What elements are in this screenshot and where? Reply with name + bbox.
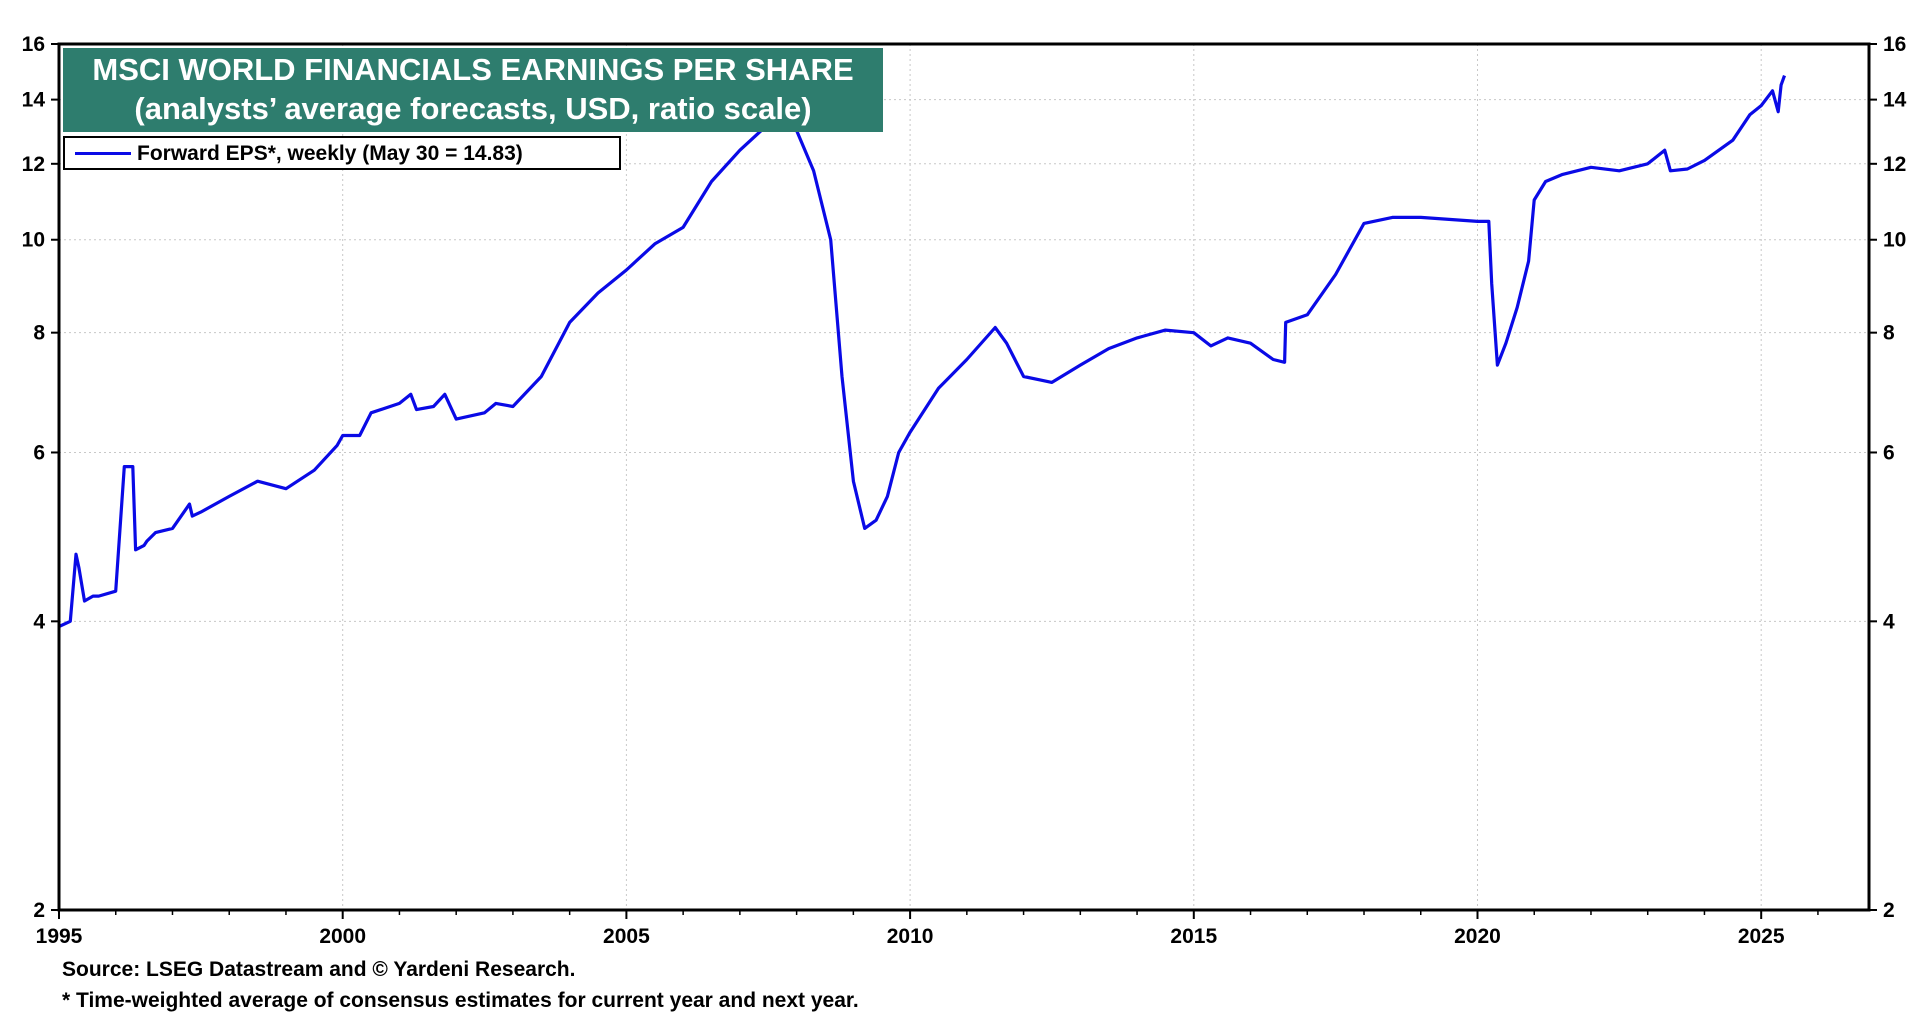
x-tick-label: 2020 — [1454, 925, 1501, 948]
axis-ticks — [51, 43, 1877, 919]
y-tick-label-right: 16 — [1883, 33, 1906, 56]
y-tick-label-left: 4 — [33, 610, 45, 633]
y-tick-label-right: 10 — [1883, 229, 1906, 252]
forward-eps-line — [58, 75, 1787, 629]
chart-subtitle: (analysts’ average forecasts, USD, ratio… — [134, 91, 812, 126]
x-tick-label: 2015 — [1170, 925, 1217, 948]
legend-label: Forward EPS*, weekly (May 30 = 14.83) — [137, 142, 523, 165]
x-tick-label: 2025 — [1738, 925, 1785, 948]
y-tick-label-left: 10 — [22, 229, 45, 252]
y-tick-label-left: 2 — [33, 899, 45, 922]
y-tick-label-right: 14 — [1883, 89, 1907, 112]
chart-title: MSCI WORLD FINANCIALS EARNINGS PER SHARE — [92, 52, 854, 87]
y-tick-label-right: 2 — [1883, 899, 1895, 922]
y-tick-label-left: 6 — [33, 441, 45, 464]
y-tick-label-right: 4 — [1883, 610, 1895, 633]
y-tick-label-left: 16 — [22, 33, 45, 56]
y-tick-label-left: 12 — [22, 153, 45, 176]
y-tick-label-right: 6 — [1883, 441, 1895, 464]
y-tick-label-left: 14 — [22, 89, 46, 112]
footnote: * Time-weighted average of consensus est… — [62, 989, 859, 1012]
legend-swatch — [75, 152, 131, 155]
x-tick-label: 2005 — [603, 925, 650, 948]
grid-lines — [59, 44, 1869, 910]
legend: Forward EPS*, weekly (May 30 = 14.83) — [63, 136, 621, 170]
y-tick-label-right: 12 — [1883, 153, 1906, 176]
y-tick-label-right: 8 — [1883, 322, 1895, 345]
y-tick-label-left: 8 — [33, 322, 45, 345]
axis-tick-labels: 2 2 4 4 6 6 8 8 10 10 12 12 14 14 16 16 1995 2000 2005 2010… — [22, 33, 1907, 948]
x-tick-label: 2000 — [319, 925, 366, 948]
x-tick-label: 1995 — [36, 925, 83, 948]
plot-frame — [57, 42, 1871, 912]
x-tick-label: 2010 — [887, 925, 934, 948]
chart-title-box: MSCI WORLD FINANCIALS EARNINGS PER SHARE… — [63, 48, 883, 132]
source-note: Source: LSEG Datastream and © Yardeni Re… — [62, 958, 576, 981]
